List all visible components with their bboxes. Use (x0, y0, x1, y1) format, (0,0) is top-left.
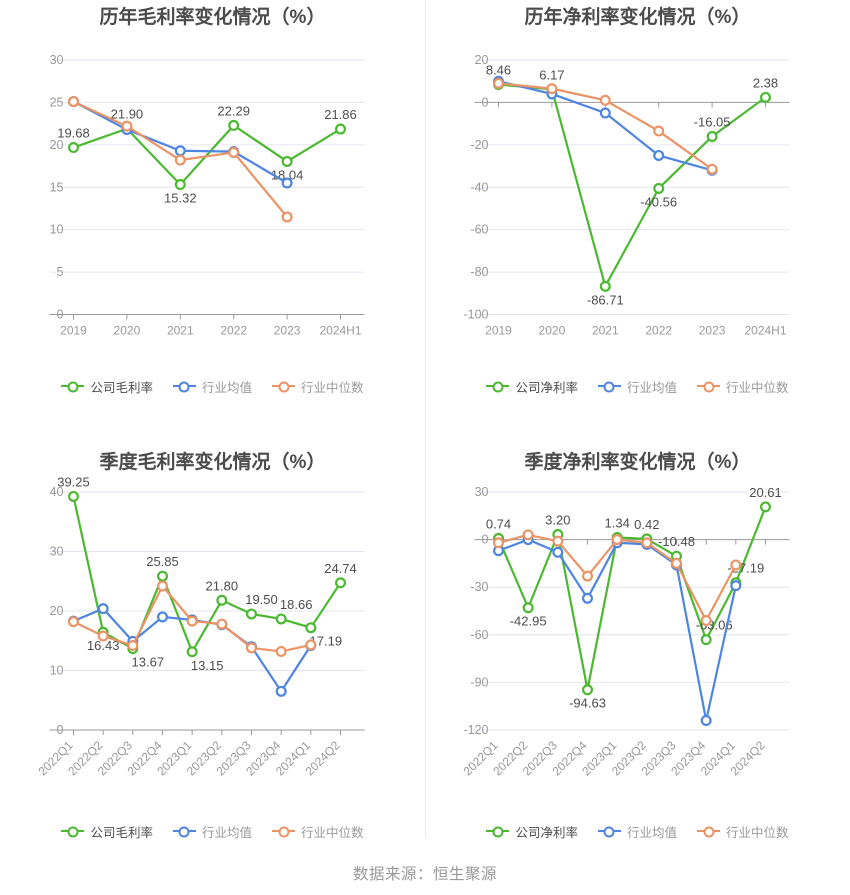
svg-text:0.74: 0.74 (486, 516, 511, 531)
svg-text:6.17: 6.17 (539, 67, 564, 82)
svg-text:13.67: 13.67 (132, 655, 165, 670)
svg-text:3.20: 3.20 (545, 513, 570, 528)
svg-text:-60: -60 (470, 628, 488, 642)
svg-text:19.50: 19.50 (245, 592, 278, 607)
svg-text:-94.63: -94.63 (569, 696, 606, 711)
svg-text:30: 30 (50, 545, 64, 559)
svg-text:2021: 2021 (167, 324, 194, 338)
svg-text:2019: 2019 (60, 324, 87, 338)
svg-text:10: 10 (50, 664, 64, 678)
svg-text:19.68: 19.68 (57, 126, 90, 141)
svg-text:-40: -40 (470, 180, 488, 194)
svg-text:13.15: 13.15 (191, 658, 224, 673)
svg-text:0.42: 0.42 (634, 517, 659, 532)
svg-text:1.34: 1.34 (605, 515, 630, 530)
svg-text:20.61: 20.61 (749, 485, 782, 500)
svg-text:-60: -60 (470, 223, 488, 237)
svg-text:25: 25 (50, 95, 64, 109)
svg-text:21.90: 21.90 (111, 107, 144, 122)
svg-text:2023: 2023 (699, 324, 726, 338)
svg-text:30: 30 (475, 485, 489, 499)
svg-text:21.80: 21.80 (206, 578, 239, 593)
svg-text:2020: 2020 (114, 324, 141, 338)
svg-text:-80: -80 (470, 265, 488, 279)
svg-text:15: 15 (50, 180, 64, 194)
svg-text:18.66: 18.66 (280, 597, 313, 612)
svg-text:-20: -20 (470, 138, 488, 152)
svg-text:2022: 2022 (220, 324, 247, 338)
svg-text:-120: -120 (463, 723, 488, 737)
svg-text:39.25: 39.25 (57, 474, 90, 489)
svg-text:2024H1: 2024H1 (319, 324, 361, 338)
svg-text:2024H1: 2024H1 (744, 324, 786, 338)
svg-text:-100: -100 (463, 308, 488, 322)
svg-text:2023: 2023 (274, 324, 301, 338)
svg-text:8.46: 8.46 (486, 62, 511, 77)
svg-text:-42.95: -42.95 (510, 614, 547, 629)
svg-text:2019: 2019 (485, 324, 512, 338)
svg-text:10: 10 (50, 223, 64, 237)
svg-text:-40.56: -40.56 (640, 194, 677, 209)
svg-text:24.74: 24.74 (324, 561, 357, 576)
svg-text:-86.71: -86.71 (587, 292, 624, 307)
svg-text:22.29: 22.29 (217, 103, 250, 118)
svg-text:2020: 2020 (539, 324, 566, 338)
svg-text:-30: -30 (470, 580, 488, 594)
svg-text:-10.48: -10.48 (658, 534, 695, 549)
svg-text:-90: -90 (470, 675, 488, 689)
svg-text:20: 20 (50, 604, 64, 618)
svg-text:15.32: 15.32 (164, 191, 197, 206)
svg-text:-16.05: -16.05 (694, 114, 731, 129)
svg-text:2022: 2022 (645, 324, 672, 338)
svg-text:30: 30 (50, 53, 64, 67)
svg-text:5: 5 (57, 265, 64, 279)
svg-text:25.85: 25.85 (146, 554, 179, 569)
svg-text:2021: 2021 (592, 324, 619, 338)
svg-text:2.38: 2.38 (753, 75, 778, 90)
svg-text:21.86: 21.86 (324, 107, 357, 122)
